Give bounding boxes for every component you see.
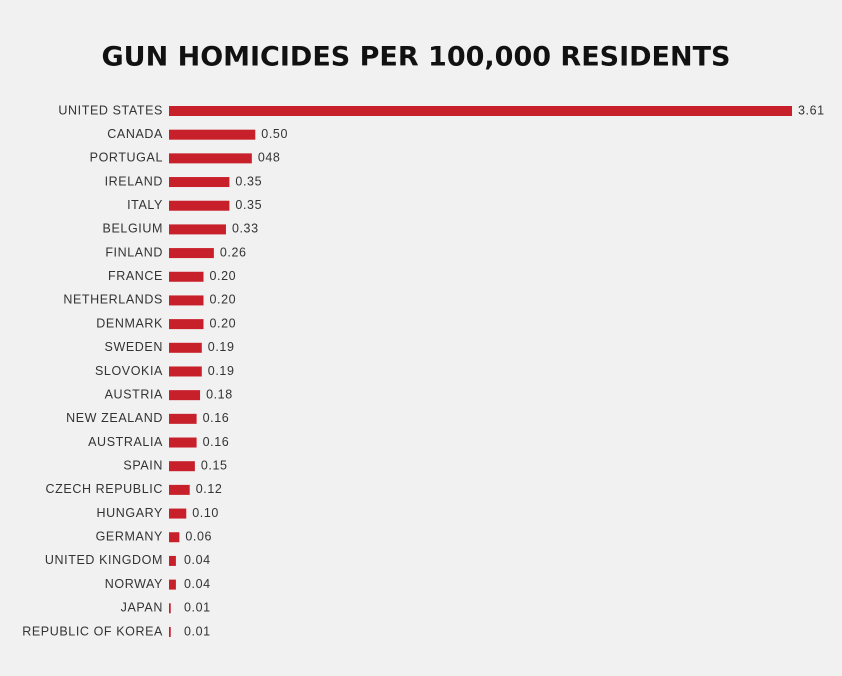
category-label: REPUBLIC OF KOREA: [22, 624, 163, 638]
category-label: HUNGARY: [97, 506, 164, 520]
bar: [169, 579, 176, 590]
value-label: 0.06: [185, 530, 212, 544]
category-label: AUSTRALIA: [88, 435, 163, 449]
value-label: 0.35: [235, 198, 262, 212]
bar: [169, 248, 214, 259]
chart-title: GUN HOMICIDES PER 100,000 RESIDENTS: [102, 42, 731, 73]
category-label: BELGIUM: [103, 222, 163, 236]
bar: [169, 413, 197, 424]
bar: [169, 461, 195, 472]
value-label: 0.19: [208, 340, 235, 354]
category-label: SPAIN: [123, 458, 163, 472]
category-label: GERMANY: [96, 530, 163, 544]
value-label: 0.26: [220, 245, 247, 259]
category-label: NORWAY: [105, 577, 163, 591]
category-label: FINLAND: [105, 245, 163, 259]
category-label: NETHERLANDS: [63, 293, 163, 307]
bar: [169, 295, 204, 306]
bar: [169, 200, 230, 211]
value-label: 0.35: [235, 174, 262, 188]
bar: [169, 366, 202, 377]
value-label: 0.19: [208, 364, 235, 378]
category-label: PORTUGAL: [90, 151, 163, 165]
category-label: UNITED KINGDOM: [45, 553, 163, 567]
bar: [169, 603, 171, 614]
value-label: 3.61: [798, 103, 825, 117]
category-label: SWEDEN: [105, 340, 163, 354]
value-label: 048: [258, 151, 281, 165]
bar: [169, 224, 226, 235]
value-label: 0.01: [184, 624, 211, 638]
value-label: 0.20: [210, 316, 237, 330]
category-label: NEW ZEALAND: [66, 411, 163, 425]
bar: [169, 390, 201, 401]
value-label: 0.10: [192, 506, 219, 520]
value-label: 0.04: [184, 577, 211, 591]
bar: [169, 626, 171, 637]
category-label: JAPAN: [121, 601, 163, 615]
bar: [169, 271, 204, 282]
value-label: 0.16: [203, 411, 230, 425]
bar: [169, 532, 180, 543]
value-label: 0.50: [261, 127, 288, 141]
value-label: 0.15: [201, 458, 228, 472]
bar: [169, 153, 252, 164]
category-label: ITALY: [127, 198, 163, 212]
value-label: 0.04: [184, 553, 211, 567]
bar: [169, 129, 256, 140]
value-label: 0.18: [206, 387, 233, 401]
bar: [169, 484, 190, 495]
category-label: CZECH REPUBLIC: [46, 482, 163, 496]
category-label: UNITED STATES: [58, 103, 163, 117]
value-label: 0.01: [184, 601, 211, 615]
category-label: AUSTRIA: [105, 387, 163, 401]
category-label: SLOVOKIA: [95, 364, 163, 378]
bar: [169, 508, 187, 519]
category-label: IRELAND: [105, 174, 163, 188]
bar: [169, 177, 230, 188]
bar: [169, 555, 176, 566]
value-label: 0.12: [196, 482, 223, 496]
bar: [169, 319, 204, 330]
value-label: 0.20: [210, 293, 237, 307]
category-label: DENMARK: [96, 316, 163, 330]
bar: [169, 106, 792, 116]
value-label: 0.16: [203, 435, 230, 449]
value-label: 0.33: [232, 222, 259, 236]
bar: [169, 437, 197, 448]
value-label: 0.20: [210, 269, 237, 283]
bar: [169, 342, 202, 353]
category-label: FRANCE: [108, 269, 163, 283]
category-label: CANADA: [107, 127, 163, 141]
